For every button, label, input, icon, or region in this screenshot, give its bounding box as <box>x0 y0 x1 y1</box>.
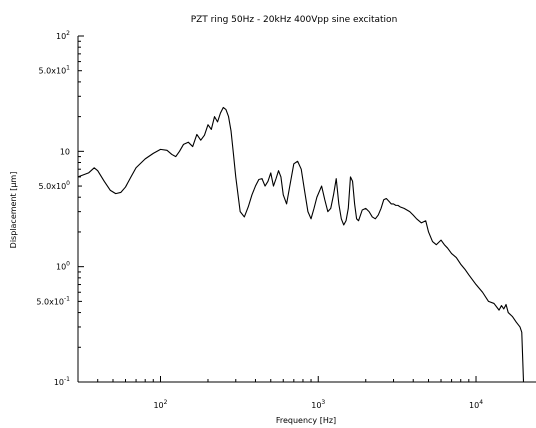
x-tick-exponent: 2 <box>164 399 168 406</box>
y-tick-exponent: -1 <box>64 376 70 383</box>
y-tick-label: 100 <box>56 261 70 272</box>
y-tick-label: 102 <box>56 30 70 41</box>
y-tick-label: 5.0x101 <box>39 65 71 76</box>
y-tick-exponent: 2 <box>66 30 70 37</box>
y-tick-label: 10 <box>60 147 70 156</box>
series-group <box>77 106 525 383</box>
x-tick-exponent: 3 <box>321 399 325 406</box>
y-tick-label: 10-1 <box>54 376 70 387</box>
x-axis-label: Frequency [Hz] <box>276 416 336 425</box>
y-tick-exponent: 0 <box>66 180 70 187</box>
axis-ticks: 102 103 1041025.0x101105.0x1001005.0x10-11… <box>36 30 525 410</box>
y-tick-exponent: -1 <box>64 295 70 302</box>
x-tick-label: 104 <box>469 399 483 410</box>
x-tick-label: 102 <box>153 399 167 410</box>
x-tick-label: 103 <box>311 399 325 410</box>
y-axis-label: Displacement [μm] <box>9 172 18 249</box>
y-tick-exponent: 1 <box>66 65 70 72</box>
y-tick-label: 5.0x100 <box>39 180 71 191</box>
x-tick-exponent: 4 <box>479 399 483 406</box>
series-line <box>77 106 525 383</box>
y-tick-exponent: 0 <box>66 261 70 268</box>
y-tick-label: 5.0x10-1 <box>36 295 70 306</box>
chart-title: PZT ring 50Hz - 20kHz 400Vpp sine excita… <box>191 15 398 25</box>
